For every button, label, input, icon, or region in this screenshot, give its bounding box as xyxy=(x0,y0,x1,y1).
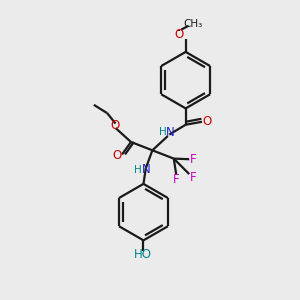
Text: N: N xyxy=(142,163,150,176)
Text: H: H xyxy=(159,128,167,137)
Text: O: O xyxy=(175,28,184,40)
Text: O: O xyxy=(110,119,120,132)
Text: N: N xyxy=(166,126,175,139)
Text: HO: HO xyxy=(134,248,152,261)
Text: O: O xyxy=(112,149,121,162)
Text: CH₃: CH₃ xyxy=(184,19,203,29)
Text: F: F xyxy=(190,171,197,184)
Text: F: F xyxy=(173,172,179,186)
Text: H: H xyxy=(134,165,141,175)
Text: O: O xyxy=(203,115,212,128)
Text: F: F xyxy=(190,153,197,166)
